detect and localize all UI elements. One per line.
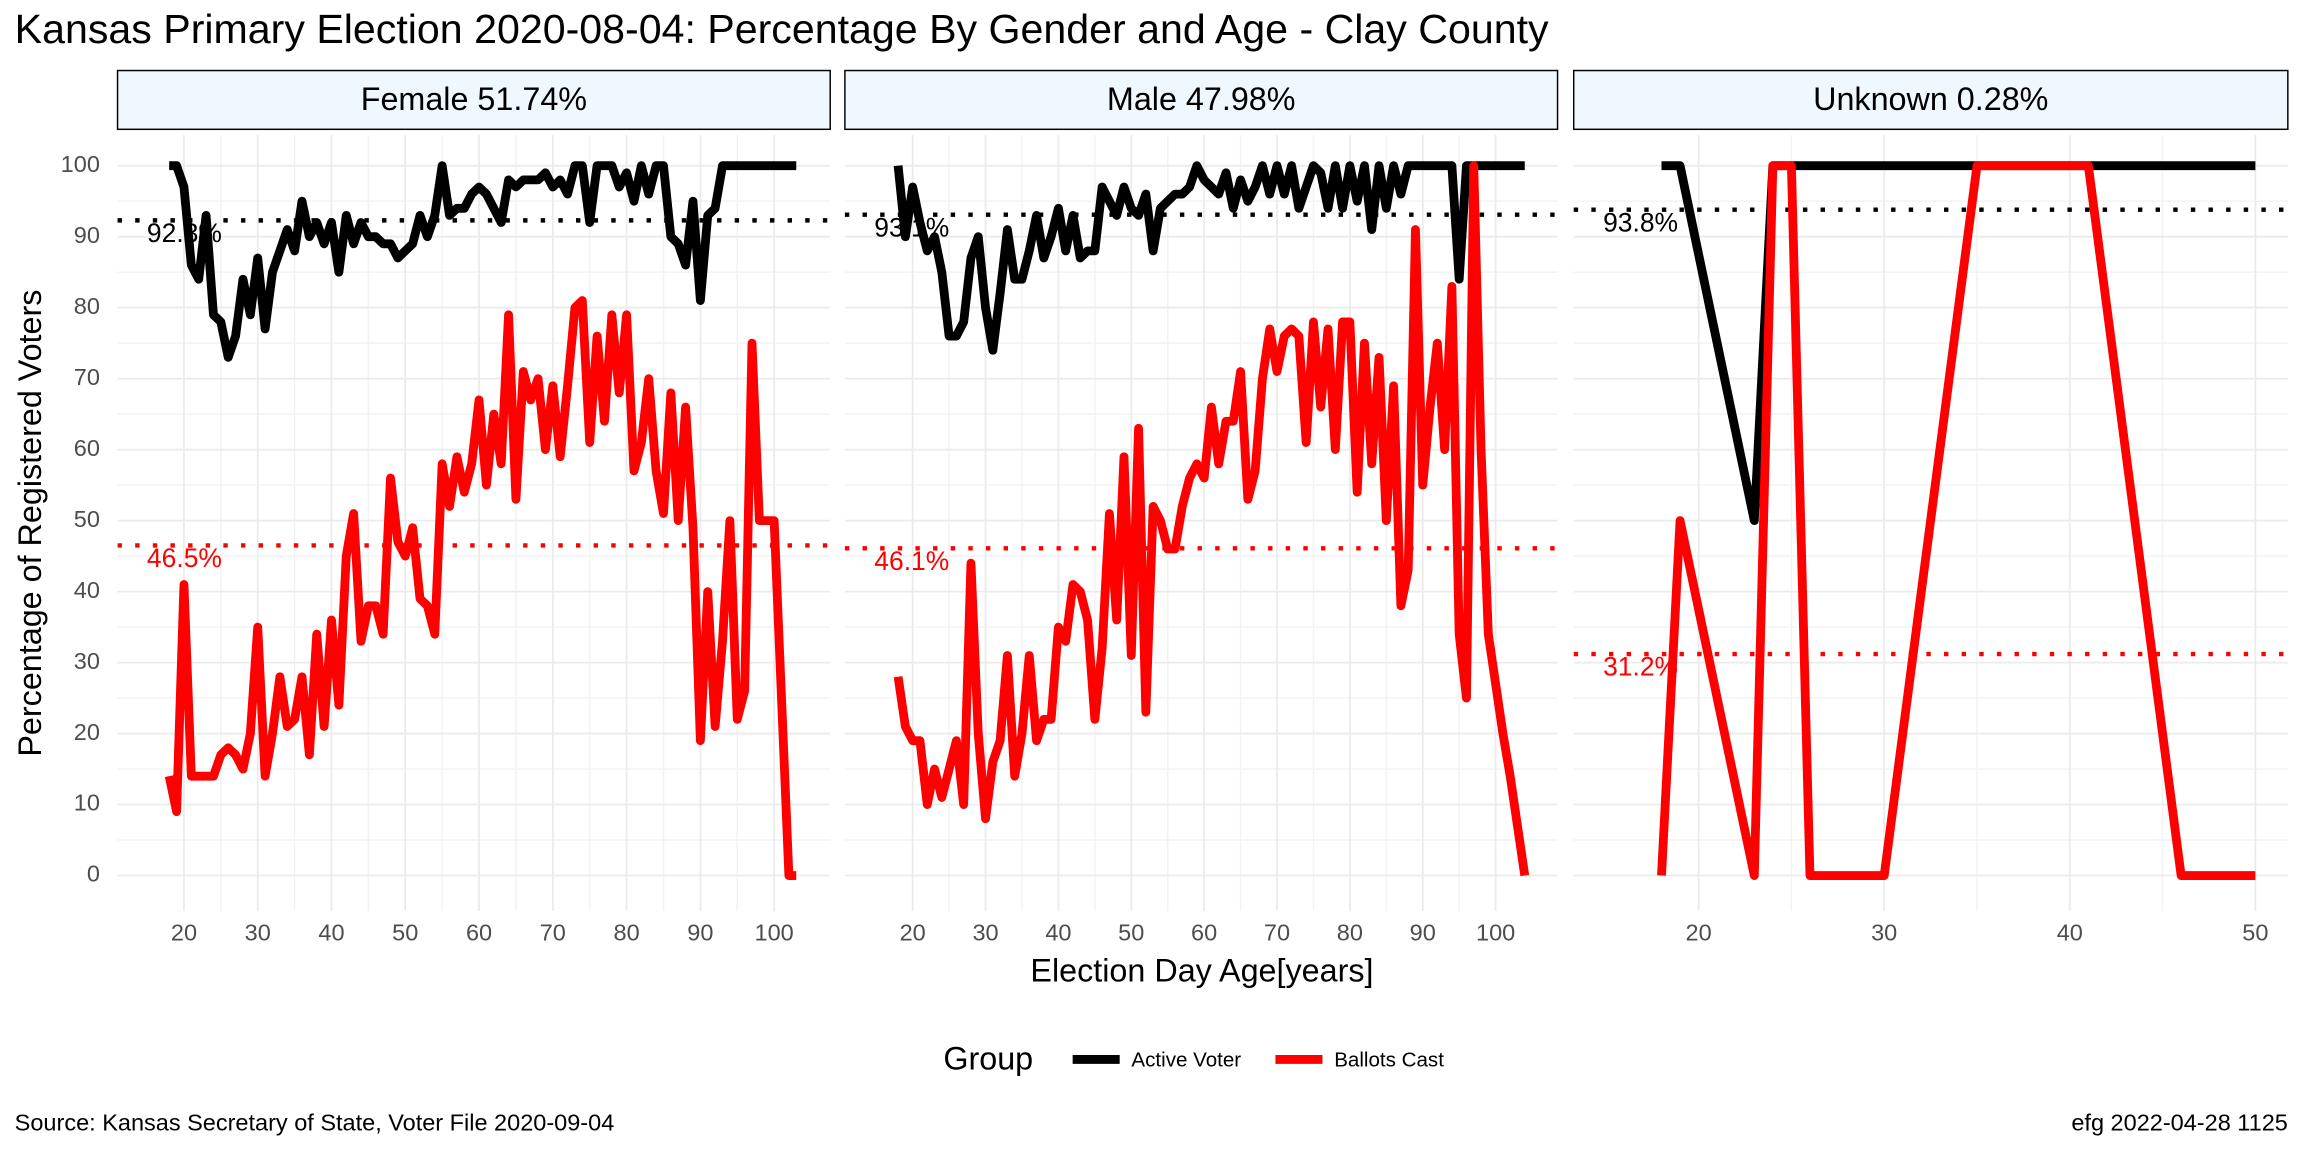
x-tick-label: 20 bbox=[1686, 920, 1712, 946]
y-tick-label: 30 bbox=[74, 648, 100, 674]
legend-label: Active Voter bbox=[1131, 1048, 1241, 1071]
x-tick-label: 80 bbox=[1337, 920, 1363, 946]
y-tick-label: 60 bbox=[74, 435, 100, 461]
reference-label: 31.2% bbox=[1603, 652, 1678, 682]
y-tick-label: 0 bbox=[87, 861, 100, 887]
y-tick-label: 90 bbox=[74, 222, 100, 248]
x-tick-label: 60 bbox=[466, 920, 492, 946]
legend-label: Ballots Cast bbox=[1334, 1048, 1444, 1071]
series-line bbox=[164, 296, 797, 880]
x-tick-label: 20 bbox=[900, 920, 926, 946]
series-line bbox=[1661, 161, 2256, 526]
y-tick-label: 20 bbox=[74, 719, 100, 745]
caption-source: Source: Kansas Secretary of State, Voter… bbox=[15, 1109, 615, 1135]
x-tick-label: 50 bbox=[1118, 920, 1144, 946]
facet-strip bbox=[116, 69, 831, 131]
facet-label: Unknown 0.28% bbox=[1813, 81, 2048, 117]
y-tick-label: 80 bbox=[74, 293, 100, 319]
x-tick-label: 100 bbox=[755, 920, 794, 946]
caption-credit: efg 2022-04-28 1125 bbox=[2071, 1109, 2287, 1135]
x-tick-label: 40 bbox=[318, 920, 344, 946]
series-line bbox=[893, 161, 1530, 877]
reference-label: 92.3% bbox=[147, 218, 222, 248]
x-tick-label: 50 bbox=[2242, 920, 2268, 946]
x-tick-label: 30 bbox=[245, 920, 271, 946]
x-tick-label: 70 bbox=[1264, 920, 1290, 946]
x-tick-label: 60 bbox=[1191, 920, 1217, 946]
x-tick-label: 90 bbox=[687, 920, 713, 946]
x-axis-title: Election Day Age[years] bbox=[1030, 952, 1373, 988]
x-tick-label: 90 bbox=[1410, 920, 1436, 946]
x-tick-label: 30 bbox=[1871, 920, 1897, 946]
y-tick-label: 40 bbox=[74, 577, 100, 603]
legend-title: Group bbox=[943, 1040, 1033, 1076]
facet-label: Male 47.98% bbox=[1107, 81, 1296, 117]
reference-label: 46.5% bbox=[147, 543, 222, 573]
chart-title: Kansas Primary Election 2020-08-04: Perc… bbox=[15, 6, 1549, 52]
facet-strip bbox=[844, 69, 1559, 131]
y-tick-label: 10 bbox=[74, 790, 100, 816]
y-tick-label: 70 bbox=[74, 364, 100, 390]
reference-label: 46.1% bbox=[874, 546, 949, 576]
x-tick-label: 50 bbox=[392, 920, 418, 946]
facet-label: Female 51.74% bbox=[361, 81, 587, 117]
series-line bbox=[893, 161, 1525, 355]
series-line bbox=[1657, 161, 2256, 880]
facet-strip bbox=[1572, 69, 2289, 131]
reference-label: 93.1% bbox=[874, 212, 949, 242]
y-axis-title: Percentage of Registered Voters bbox=[12, 290, 48, 757]
reference-label: 93.8% bbox=[1603, 207, 1678, 237]
x-tick-label: 100 bbox=[1476, 920, 1515, 946]
x-tick-label: 80 bbox=[614, 920, 640, 946]
x-tick-label: 30 bbox=[972, 920, 998, 946]
y-tick-label: 50 bbox=[74, 506, 100, 532]
series-line bbox=[169, 161, 797, 362]
x-tick-label: 20 bbox=[171, 920, 197, 946]
y-tick-label: 100 bbox=[61, 151, 100, 177]
x-tick-label: 70 bbox=[540, 920, 566, 946]
x-tick-label: 40 bbox=[1045, 920, 1071, 946]
x-tick-label: 40 bbox=[2057, 920, 2083, 946]
